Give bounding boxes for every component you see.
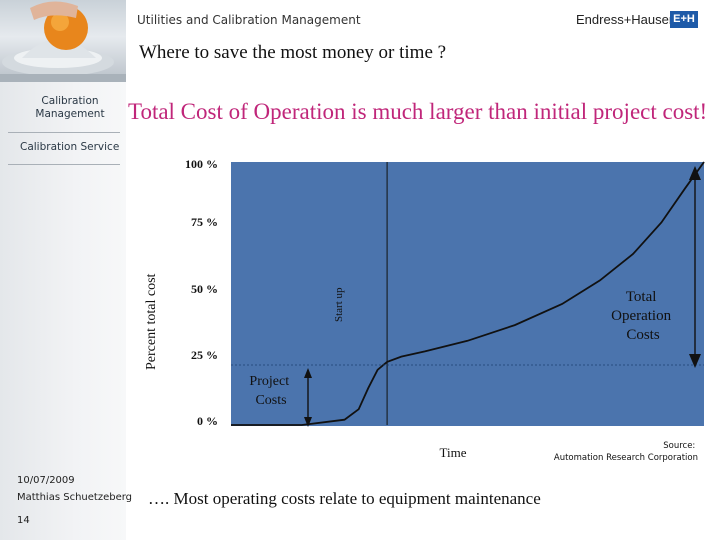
brand-logo-text: Endress+Hauser	[576, 12, 674, 27]
plot-area	[231, 162, 704, 426]
sidebar	[0, 82, 126, 540]
header-title: Utilities and Calibration Management	[137, 13, 361, 27]
page-title: Total Cost of Operation is much larger t…	[128, 99, 708, 124]
start-up-label: Start up	[333, 287, 345, 322]
page-number: 14	[17, 515, 30, 526]
page-subtitle: Where to save the most money or time ?	[139, 42, 447, 63]
header-photo	[0, 0, 126, 82]
project-costs-arrow	[304, 368, 312, 427]
x-axis-label: Time	[440, 445, 467, 460]
y-tick-label: 0 %	[197, 414, 218, 428]
sidebar-divider	[8, 164, 120, 165]
y-tick-label: 50 %	[191, 282, 218, 296]
cost-curve-line	[231, 161, 705, 426]
total-operation-label: Total Operation Costs	[611, 289, 675, 343]
brand-logo-mark: E+H	[670, 11, 698, 28]
sidebar-item-calibration-management[interactable]: Calibration Management	[35, 95, 105, 120]
source-note: Source: Automation Research Corporation	[554, 441, 698, 463]
project-costs-label: Project Costs	[249, 374, 292, 408]
slide-date: 10/07/2009	[17, 475, 75, 486]
sidebar-item-calibration-service[interactable]: Calibration Service	[20, 141, 120, 153]
y-axis-label: Percent total cost	[144, 273, 159, 370]
y-tick-label: 25 %	[191, 348, 218, 362]
y-tick-label: 75 %	[191, 215, 218, 229]
total-operation-arrow	[689, 166, 701, 368]
footnote: …. Most operating costs relate to equipm…	[148, 489, 541, 508]
slide-author: Matthias Schuetzeberg	[17, 492, 133, 503]
y-tick-label: 100 %	[185, 157, 218, 171]
sidebar-divider	[8, 132, 120, 133]
